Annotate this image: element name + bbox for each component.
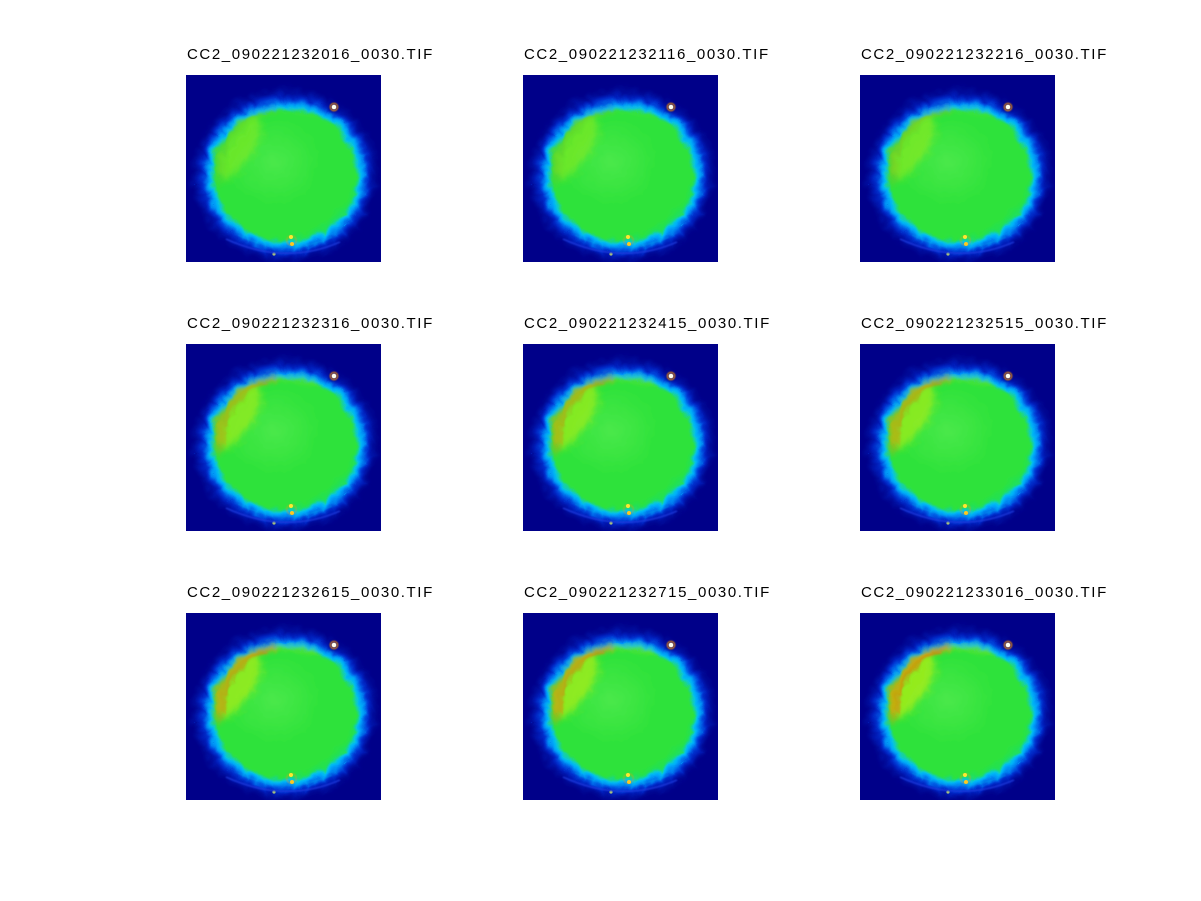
subplot-panel: CC2_090221232116_0030.TIF (523, 47, 768, 262)
top-edge-warm (606, 372, 655, 385)
bottom-detached-arc (899, 772, 1015, 792)
false-color-image (186, 344, 381, 531)
hotspot-arc (212, 103, 274, 181)
bottom-dots (272, 235, 297, 256)
bottom-detached-arc (899, 234, 1015, 254)
hotspot-arc (549, 372, 611, 450)
left-warm-patch (889, 651, 935, 715)
subplot-panel: CC2_090221232715_0030.TIF (523, 585, 769, 800)
top-edge-warm (943, 372, 992, 385)
sample-blob (871, 362, 1043, 522)
left-warm-patch (215, 113, 261, 177)
hotspot-arc (549, 641, 611, 719)
bright-spot (328, 639, 340, 651)
hotspot-arc (549, 103, 611, 181)
hotspot-arc (212, 372, 274, 450)
subplot-title: CC2_090221232116_0030.TIF (524, 46, 770, 63)
subplot-panel: CC2_090221232216_0030.TIF (860, 47, 1106, 262)
bottom-detached-arc (562, 772, 678, 792)
subplot-title: CC2_090221233016_0030.TIF (861, 584, 1108, 601)
bottom-detached-arc (225, 503, 341, 523)
hotspot-core (555, 378, 601, 442)
bottom-detached-arc (225, 234, 341, 254)
left-warm-patch (889, 382, 935, 446)
bright-spot (665, 370, 677, 382)
bottom-detached-arc (562, 234, 678, 254)
top-edge-warm (943, 103, 992, 116)
subplot-title: CC2_090221232415_0030.TIF (524, 315, 771, 332)
sample-blob (197, 362, 369, 522)
hotspot-core (892, 378, 938, 442)
false-color-image (186, 613, 381, 800)
top-edge-warm (606, 641, 655, 654)
subplot-title: CC2_090221232715_0030.TIF (524, 584, 771, 601)
hotspot-arc (886, 641, 948, 719)
hotspot-core (892, 647, 938, 711)
sample-blob (197, 631, 369, 791)
sample-blob (871, 631, 1043, 791)
bottom-detached-arc (899, 503, 1015, 523)
sample-blob (534, 93, 706, 253)
bottom-dots (609, 235, 634, 256)
false-color-image (523, 613, 718, 800)
false-color-image (523, 344, 718, 531)
false-color-image (860, 613, 1055, 800)
left-warm-patch (215, 651, 261, 715)
top-edge-warm (269, 372, 318, 385)
hotspot-core (555, 647, 601, 711)
subplot-panel: CC2_090221232615_0030.TIF (186, 585, 432, 800)
bright-spot (1002, 101, 1014, 113)
subplot-panel: CC2_090221232515_0030.TIF (860, 316, 1106, 531)
bottom-detached-arc (562, 503, 678, 523)
bright-spot (665, 639, 677, 651)
hotspot-arc (886, 103, 948, 181)
subplot-title: CC2_090221232316_0030.TIF (187, 315, 434, 332)
false-color-image (186, 75, 381, 262)
left-warm-patch (552, 113, 598, 177)
subplot-title: CC2_090221232016_0030.TIF (187, 46, 434, 63)
bottom-detached-arc (225, 772, 341, 792)
subplot-panel: CC2_090221233016_0030.TIF (860, 585, 1106, 800)
top-edge-warm (943, 641, 992, 654)
false-color-image (523, 75, 718, 262)
left-warm-patch (552, 651, 598, 715)
false-color-image (860, 344, 1055, 531)
hotspot-core (218, 647, 264, 711)
bright-spot (1002, 370, 1014, 382)
bright-spot (328, 101, 340, 113)
subplot-panel: CC2_090221232016_0030.TIF (186, 47, 432, 262)
top-edge-warm (269, 103, 318, 116)
left-warm-patch (215, 382, 261, 446)
sample-blob (197, 93, 369, 253)
hotspot-arc (212, 641, 274, 719)
bottom-dots (946, 773, 971, 794)
top-edge-warm (606, 103, 655, 116)
subplot-title: CC2_090221232515_0030.TIF (861, 315, 1108, 332)
sample-blob (534, 362, 706, 522)
hotspot-core (218, 378, 264, 442)
left-warm-patch (552, 382, 598, 446)
sample-blob (534, 631, 706, 791)
subplot-panel: CC2_090221232316_0030.TIF (186, 316, 432, 531)
hotspot-arc (886, 372, 948, 450)
false-color-image (860, 75, 1055, 262)
bright-spot (1002, 639, 1014, 651)
bottom-dots (272, 773, 297, 794)
subplot-title: CC2_090221232615_0030.TIF (187, 584, 434, 601)
bright-spot (328, 370, 340, 382)
bright-spot (665, 101, 677, 113)
subplot-title: CC2_090221232216_0030.TIF (861, 46, 1108, 63)
subplot-panel: CC2_090221232415_0030.TIF (523, 316, 769, 531)
top-edge-warm (269, 641, 318, 654)
sample-blob (871, 93, 1043, 253)
left-warm-patch (889, 113, 935, 177)
